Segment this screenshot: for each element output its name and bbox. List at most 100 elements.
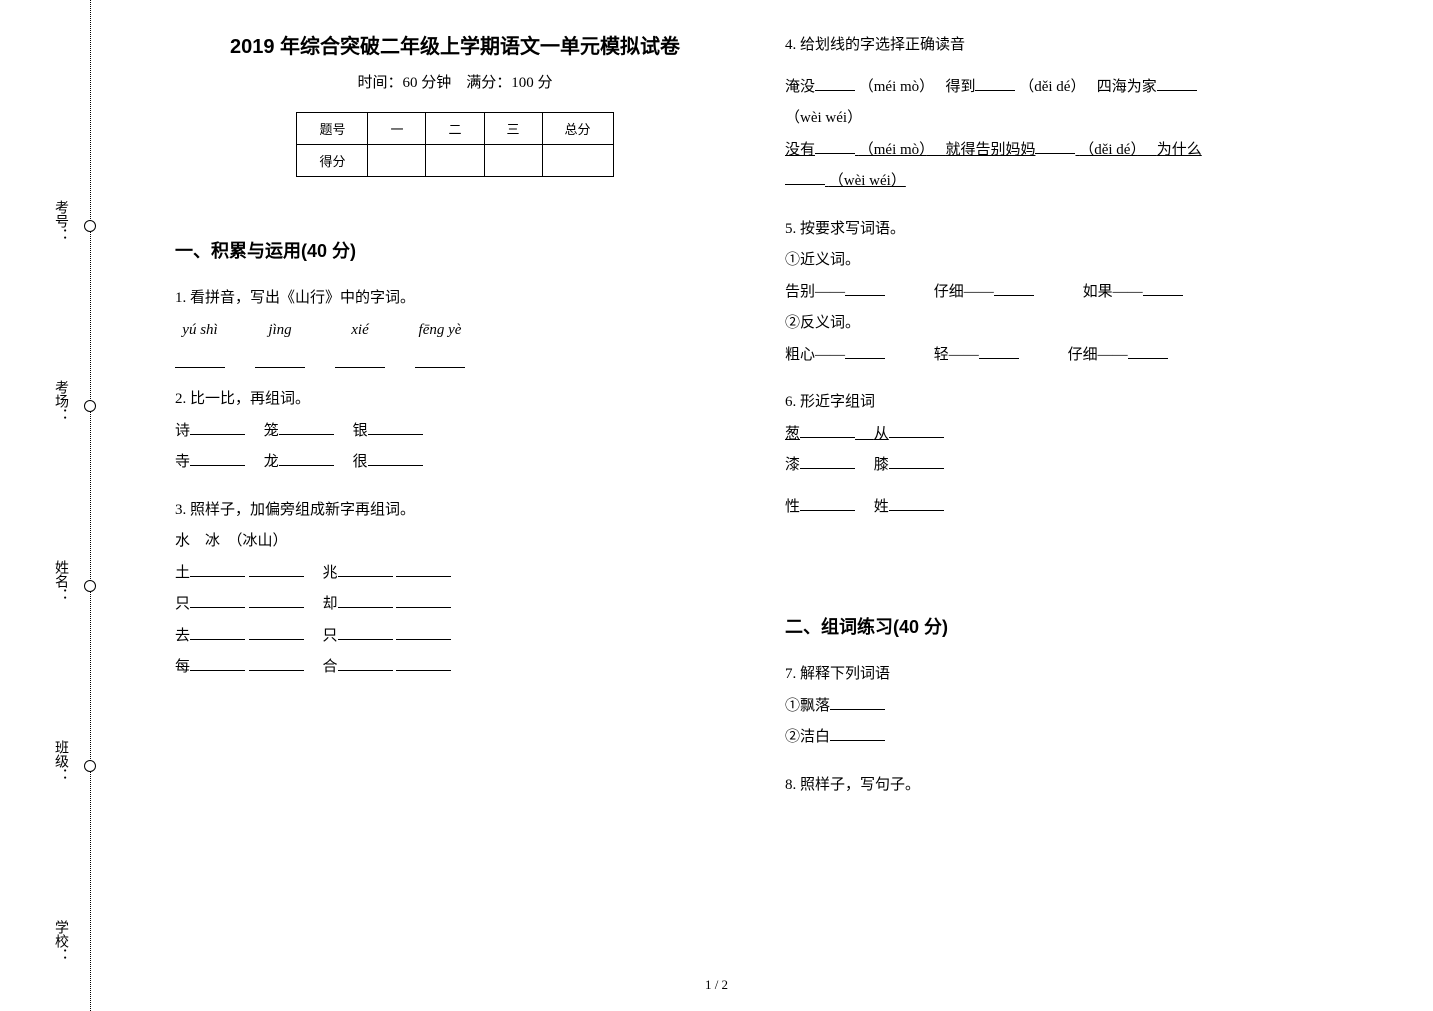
- char: 漆: [785, 457, 800, 473]
- question-prompt: 6. 形近字组词: [785, 387, 1345, 419]
- score-cell: [484, 145, 542, 177]
- exam-title: 2019 年综合突破二年级上学期语文一单元模拟试卷: [175, 30, 735, 59]
- binding-circle: [84, 400, 96, 412]
- answer-blank: [338, 559, 393, 577]
- answer-blank: [815, 136, 855, 154]
- q4-body: 淹没 （méi mò） 得到 （děi dé） 四海为家 （wèi wéi） 没…: [785, 72, 1345, 198]
- pinyin-row: yú shì jìng xié fēng yè: [175, 315, 735, 369]
- q4-word: 四海为家: [1097, 79, 1157, 95]
- q4-word: 就得告别妈妈: [945, 142, 1035, 158]
- q6-row: 漆 膝: [785, 450, 1345, 482]
- question-6: 6. 形近字组词 葱 从 漆 膝 性 姓: [785, 387, 1345, 523]
- binding-label-class: 班级：: [50, 740, 70, 782]
- score-header: 题号: [297, 113, 368, 145]
- char: 土: [175, 565, 190, 581]
- answer-blank: [175, 350, 225, 368]
- answer-blank: [190, 590, 245, 608]
- q4-word: 得到: [945, 79, 975, 95]
- q5-sub2-label: ②反义词。: [785, 308, 1345, 340]
- answer-blank: [845, 341, 885, 359]
- answer-blank: [889, 420, 944, 438]
- answer-blank: [845, 278, 885, 296]
- char: 姓: [874, 499, 889, 515]
- answer-blank: [190, 653, 245, 671]
- q5-word: 告别——: [785, 284, 845, 300]
- answer-blank: [279, 417, 334, 435]
- binding-circle: [84, 220, 96, 232]
- q4-pinyin: （méi mò）: [859, 142, 927, 158]
- pinyin-item: yú shì: [175, 315, 225, 369]
- score-header: 一: [368, 113, 426, 145]
- answer-blank: [249, 653, 304, 671]
- binding-label-room: 考场：: [50, 380, 70, 422]
- pinyin-text: xié: [351, 322, 368, 338]
- question-prompt: 1. 看拼音，写出《山行》中的字词。: [175, 283, 735, 315]
- answer-blank: [800, 451, 855, 469]
- binding-dotted-line: [90, 0, 92, 1011]
- question-prompt: 8. 照样子，写句子。: [785, 770, 1345, 802]
- question-4: 4. 给划线的字选择正确读音 淹没 （méi mò） 得到 （děi dé） 四…: [785, 30, 1345, 198]
- answer-blank: [338, 653, 393, 671]
- score-cell: [368, 145, 426, 177]
- answer-blank: [800, 420, 855, 438]
- answer-blank: [815, 73, 855, 91]
- question-2: 2. 比一比，再组词。 诗 笼 银 寺 龙 很: [175, 384, 735, 479]
- q2-row: 诗 笼 银: [175, 416, 735, 448]
- q4-word: 为什么: [1157, 142, 1202, 158]
- binding-label-name: 姓名：: [50, 560, 70, 602]
- q3-row: 只 却: [175, 589, 735, 621]
- page-number: 1 / 2: [705, 977, 728, 993]
- question-7: 7. 解释下列词语 ①飘落 ②洁白: [785, 659, 1345, 754]
- answer-blank: [368, 448, 423, 466]
- char: 却: [323, 596, 338, 612]
- q5-word: 轻——: [934, 347, 979, 363]
- question-prompt: 5. 按要求写词语。: [785, 214, 1345, 246]
- answer-blank: [1035, 136, 1075, 154]
- answer-blank: [338, 622, 393, 640]
- q5-row: 告别—— 仔细—— 如果——: [785, 277, 1345, 309]
- char: 每: [175, 659, 190, 675]
- answer-blank: [975, 73, 1015, 91]
- answer-blank: [889, 493, 944, 511]
- binding-label-id: 考号：: [50, 200, 70, 242]
- binding-circle: [84, 580, 96, 592]
- answer-blank: [368, 417, 423, 435]
- answer-blank: [396, 559, 451, 577]
- answer-blank: [994, 278, 1034, 296]
- binding-circle: [84, 760, 96, 772]
- char: 从: [874, 426, 889, 442]
- score-header: 三: [484, 113, 542, 145]
- pinyin-text: yú shì: [182, 322, 217, 338]
- answer-blank: [255, 350, 305, 368]
- question-1: 1. 看拼音，写出《山行》中的字词。 yú shì jìng xié fēng …: [175, 283, 735, 368]
- answer-blank: [830, 723, 885, 741]
- char: 兆: [323, 565, 338, 581]
- q7-item: ①飘落: [785, 691, 1345, 723]
- pinyin-text: fēng yè: [419, 322, 462, 338]
- q5-sub1-label: ①近义词。: [785, 245, 1345, 277]
- q5-word: 如果——: [1083, 284, 1143, 300]
- answer-blank: [279, 448, 334, 466]
- q4-pinyin: （děi dé）: [1079, 142, 1138, 158]
- table-row: 题号 一 二 三 总分: [297, 113, 613, 145]
- char: 性: [785, 499, 800, 515]
- answer-blank: [190, 622, 245, 640]
- q3-example: 水 冰 （冰山）: [175, 526, 735, 558]
- question-prompt: 4. 给划线的字选择正确读音: [785, 30, 1345, 62]
- char: 笼: [264, 423, 279, 439]
- char: 葱: [785, 426, 800, 442]
- answer-blank: [785, 167, 825, 185]
- q4-pinyin: （děi dé）: [1019, 79, 1078, 95]
- answer-blank: [249, 590, 304, 608]
- char: 只: [323, 628, 338, 644]
- score-table: 题号 一 二 三 总分 得分: [296, 112, 613, 177]
- char: 只: [175, 596, 190, 612]
- q7-item: ②洁白: [785, 722, 1345, 754]
- q7-label: ①飘落: [785, 698, 830, 714]
- question-5: 5. 按要求写词语。 ①近义词。 告别—— 仔细—— 如果—— ②反义词。 粗心…: [785, 214, 1345, 372]
- answer-blank: [979, 341, 1019, 359]
- q5-word: 仔细——: [1068, 347, 1128, 363]
- q5-word: 粗心——: [785, 347, 845, 363]
- question-3: 3. 照样子，加偏旁组成新字再组词。 水 冰 （冰山） 土 兆 只 却 去 只 …: [175, 495, 735, 684]
- q4-pinyin: （wèi wéi）: [785, 110, 862, 126]
